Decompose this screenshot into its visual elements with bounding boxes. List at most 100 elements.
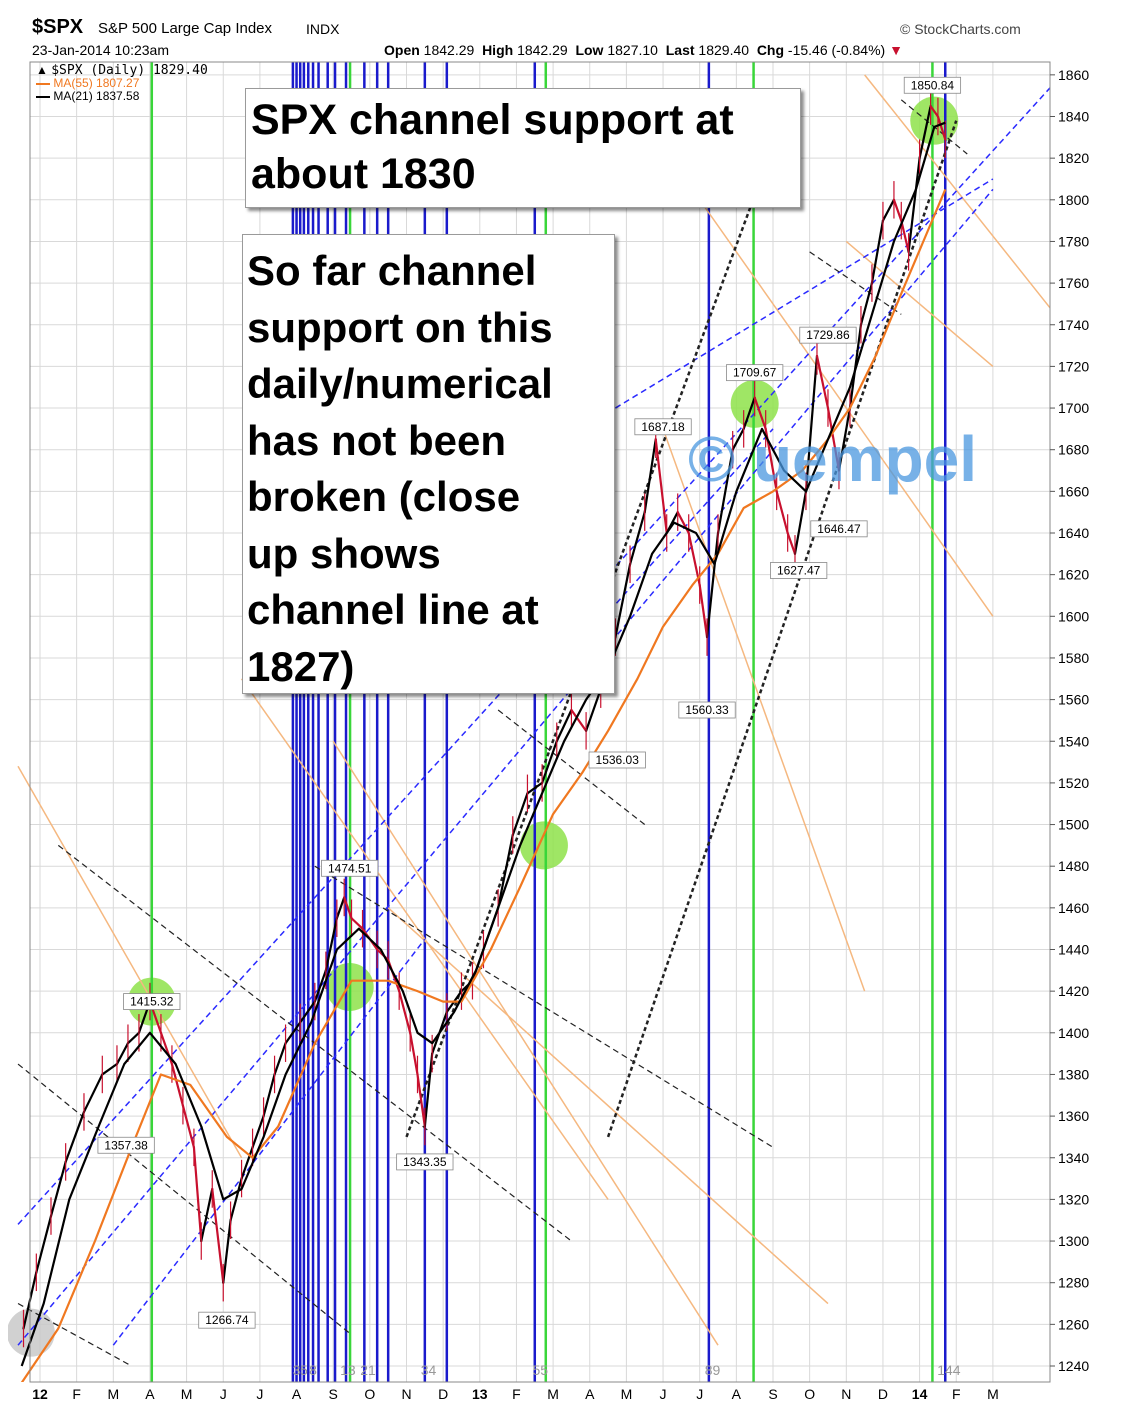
peak-label: 1343.35 [403, 1155, 447, 1169]
peak-label: 1709.67 [733, 366, 777, 380]
x-tick-label: S [768, 1386, 777, 1402]
price-segment [229, 1177, 243, 1222]
price-segment [716, 448, 734, 535]
orange-channel-line [387, 907, 829, 1305]
price-segment [126, 1031, 141, 1045]
price-segment [350, 917, 364, 930]
price-segment [398, 990, 412, 1034]
black-channel-line [497, 709, 646, 826]
price-segment [929, 104, 940, 118]
y-tick-label: 1620 [1058, 567, 1089, 583]
legend-item-ma55: MA(55) 1807.27 [36, 77, 208, 90]
price-segment [262, 1073, 276, 1118]
x-tick-label: N [841, 1386, 851, 1402]
black-channel-line [314, 865, 774, 1148]
price-segment [907, 157, 921, 253]
y-tick-label: 1840 [1058, 109, 1089, 125]
y-tick-label: 1560 [1058, 692, 1089, 708]
price-segment [892, 198, 903, 222]
y-tick-label: 1340 [1058, 1150, 1089, 1166]
cycle-number-label: 34 [421, 1362, 437, 1378]
price-segment [870, 219, 885, 285]
annotation-box-channel-line: So far channel [247, 247, 537, 294]
annotation-box-channel-line: daily/numerical [247, 360, 553, 407]
y-tick-label: 1780 [1058, 233, 1089, 249]
axes-layer: 1240 1260 1280 1300 1320 1340 1360 1380 1400 1420… [32, 67, 1089, 1402]
price-segment [570, 708, 588, 732]
y-tick-label: 1660 [1058, 483, 1089, 499]
cycle-number-label: 21 [360, 1362, 376, 1378]
x-tick-label: J [660, 1386, 667, 1402]
price-segment [181, 1104, 196, 1149]
y-tick-label: 1540 [1058, 733, 1089, 749]
price-segment [881, 198, 896, 222]
price-segment [313, 969, 327, 1003]
peak-label-box [198, 1311, 256, 1329]
last-value: 1829.40 [698, 42, 750, 58]
black-channel-line [17, 1302, 132, 1367]
y-tick-label: 1500 [1058, 817, 1089, 833]
annotation-box-channel-line: has not been [247, 416, 507, 464]
x-tick-label: A [145, 1386, 155, 1402]
price-segment [918, 104, 932, 160]
price-segment [786, 531, 797, 555]
price-segment [555, 708, 573, 743]
high-value: 1842.29 [517, 42, 568, 58]
price-segment [859, 282, 874, 326]
change-value: -15.46 (-0.84%) [787, 42, 886, 58]
x-tick-label: J [220, 1386, 227, 1402]
x-tick-label: F [952, 1386, 961, 1402]
price-segment [35, 1214, 53, 1274]
ma55-line [20, 188, 947, 1382]
price-segment [526, 781, 544, 795]
price-segment [423, 1052, 434, 1128]
peak-label-box [678, 701, 736, 719]
x-tick-label: S [329, 1386, 338, 1402]
black-rising-channel-line [606, 120, 958, 1138]
legend-item-price: ▲ $SPX (Daily) 1829.40 [36, 63, 208, 78]
y-tick-label: 1420 [1058, 983, 1089, 999]
cycle-number-label: 8 [309, 1362, 317, 1378]
annotation-box-support-line: SPX channel support at [251, 96, 734, 144]
price-segment [936, 115, 947, 141]
price-segment [200, 1187, 214, 1243]
price-segment [343, 896, 353, 920]
x-tick-label: D [438, 1386, 448, 1402]
peak-label-box [396, 1153, 454, 1171]
x-tick-label: M [547, 1386, 559, 1402]
x-tick-label: O [804, 1386, 815, 1402]
high-label: High [482, 42, 514, 58]
peak-label: 1474.51 [328, 861, 372, 875]
price-segment [837, 406, 852, 472]
y-tick-label: 1400 [1058, 1025, 1089, 1041]
price-segment [192, 1146, 203, 1243]
low-label: Low [575, 42, 604, 58]
price-segment [251, 1114, 265, 1149]
orange-channel-line [699, 199, 994, 617]
stockcharts-credit[interactable]: © StockCharts.com [900, 21, 1021, 37]
price-segment [698, 583, 709, 639]
price-segment [753, 396, 767, 430]
y-tick-label: 1820 [1058, 150, 1089, 166]
y-tick-label: 1380 [1058, 1066, 1089, 1082]
price-segment [628, 511, 646, 566]
highlight-circle [910, 96, 959, 145]
annotation-box-channel: So far channel support on this daily/num… [242, 234, 615, 694]
ma55-swatch [36, 82, 50, 85]
y-tick-label: 1680 [1058, 442, 1089, 458]
peak-label: 1357.38 [104, 1138, 148, 1152]
orange-channel-line [845, 240, 994, 367]
x-tick-label: 14 [912, 1386, 928, 1402]
price-segment [614, 563, 632, 639]
price-segment [101, 1062, 119, 1076]
price-bar-icon: ▲ [36, 63, 48, 77]
annotation-box-support-line: about 1830 [251, 150, 476, 198]
peak-label-box [770, 562, 828, 579]
price-segment [900, 219, 910, 253]
y-tick-label: 1440 [1058, 942, 1089, 958]
cycle-number-label: 3 [293, 1362, 301, 1378]
price-segment [299, 1000, 316, 1024]
x-tick-label: O [364, 1386, 375, 1402]
peak-label: 1687.18 [641, 420, 685, 434]
